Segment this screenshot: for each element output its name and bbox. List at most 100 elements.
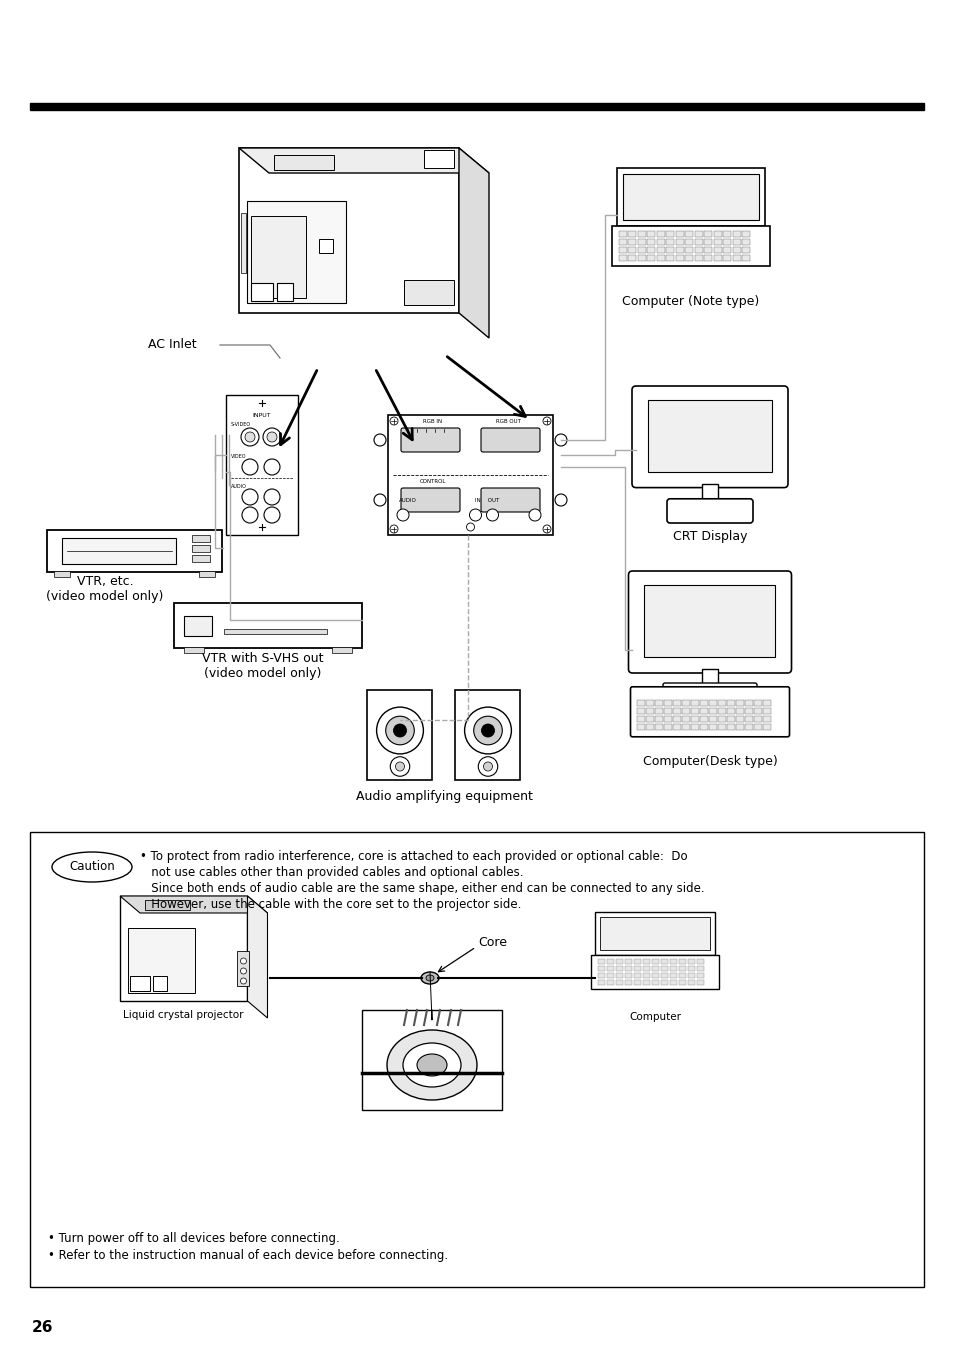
Circle shape [477, 757, 497, 777]
FancyBboxPatch shape [612, 226, 769, 266]
Bar [673, 700, 680, 705]
Circle shape [542, 526, 551, 534]
FancyBboxPatch shape [631, 386, 787, 488]
Bar [647, 255, 655, 261]
Bar [754, 716, 761, 721]
FancyBboxPatch shape [630, 686, 789, 736]
Text: RGB IN: RGB IN [422, 419, 441, 424]
Bar [676, 239, 683, 245]
Bar [628, 239, 636, 245]
Circle shape [245, 432, 254, 442]
Ellipse shape [387, 1029, 476, 1100]
Bar [628, 231, 636, 236]
Bar [624, 981, 632, 985]
Bar [701, 669, 718, 688]
Bar [184, 616, 212, 636]
FancyBboxPatch shape [590, 955, 719, 989]
Bar [713, 239, 721, 245]
Circle shape [242, 489, 257, 505]
FancyBboxPatch shape [666, 499, 752, 523]
Bar [718, 700, 725, 705]
Bar [54, 571, 71, 577]
Bar [30, 832, 923, 1288]
Bar [120, 896, 247, 1001]
Bar [741, 247, 750, 253]
Text: • Refer to the instruction manual of each device before connecting.: • Refer to the instruction manual of eac… [48, 1250, 448, 1262]
Bar [685, 231, 693, 236]
Bar [762, 700, 770, 705]
Bar [455, 690, 520, 780]
Bar [651, 981, 659, 985]
Circle shape [542, 417, 551, 426]
Bar [700, 700, 707, 705]
Bar [598, 959, 605, 965]
Bar [666, 239, 674, 245]
Bar [687, 966, 695, 971]
Bar [736, 700, 743, 705]
Bar [598, 974, 605, 978]
Text: Caution: Caution [69, 861, 114, 874]
Bar [664, 716, 671, 721]
Circle shape [555, 434, 566, 446]
Bar [695, 247, 702, 253]
Bar [237, 951, 250, 986]
Bar [703, 239, 712, 245]
Bar [681, 724, 689, 730]
Bar [598, 966, 605, 971]
Bar [736, 716, 743, 721]
Bar [332, 647, 352, 653]
Bar [709, 708, 717, 713]
Circle shape [481, 724, 494, 738]
Bar [618, 231, 626, 236]
Bar [722, 239, 731, 245]
Bar [685, 247, 693, 253]
Bar [657, 247, 664, 253]
Bar [595, 912, 714, 955]
Bar [697, 966, 703, 971]
Bar [681, 708, 689, 713]
Text: AUDIO: AUDIO [231, 485, 247, 489]
Bar [732, 231, 740, 236]
Bar [276, 282, 293, 301]
Polygon shape [458, 149, 489, 338]
Bar [618, 239, 626, 245]
Bar [700, 724, 707, 730]
Circle shape [374, 434, 386, 446]
Text: not use cables other than provided cables and optional cables.: not use cables other than provided cable… [140, 866, 523, 880]
Bar [713, 247, 721, 253]
Bar [741, 255, 750, 261]
Circle shape [486, 509, 498, 521]
Bar [660, 959, 668, 965]
Bar [634, 966, 640, 971]
Bar [701, 484, 718, 501]
Bar [660, 981, 668, 985]
Bar [199, 571, 215, 577]
Text: RGB OUT: RGB OUT [496, 419, 520, 424]
Bar [679, 966, 686, 971]
Bar [762, 708, 770, 713]
Bar [226, 394, 297, 535]
Bar [713, 231, 721, 236]
Text: • Turn power off to all devices before connecting.: • Turn power off to all devices before c… [48, 1232, 339, 1246]
Bar [754, 708, 761, 713]
Bar [634, 959, 640, 965]
Bar [193, 544, 211, 553]
Bar [637, 724, 644, 730]
Bar [657, 255, 664, 261]
Bar [251, 282, 273, 301]
FancyBboxPatch shape [628, 571, 791, 673]
Bar [685, 239, 693, 245]
Bar [651, 959, 659, 965]
Bar [318, 239, 333, 253]
Bar [367, 690, 432, 780]
Bar [697, 981, 703, 985]
Bar [695, 255, 702, 261]
Bar [30, 103, 923, 109]
Bar [599, 917, 709, 950]
Bar [681, 700, 689, 705]
Bar [703, 231, 712, 236]
Circle shape [393, 724, 406, 738]
Text: CRT Display: CRT Display [672, 530, 746, 543]
Bar [598, 981, 605, 985]
Ellipse shape [426, 975, 434, 981]
